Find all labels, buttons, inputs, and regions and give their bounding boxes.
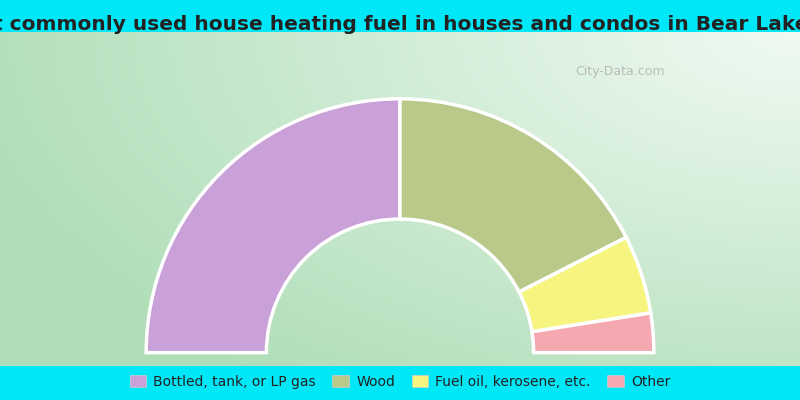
Wedge shape bbox=[532, 313, 654, 353]
Text: City-Data.com: City-Data.com bbox=[575, 65, 665, 78]
Wedge shape bbox=[400, 99, 626, 292]
Text: Most commonly used house heating fuel in houses and condos in Bear Lake, WI: Most commonly used house heating fuel in… bbox=[0, 14, 800, 34]
Wedge shape bbox=[519, 237, 650, 332]
Legend: Bottled, tank, or LP gas, Wood, Fuel oil, kerosene, etc., Other: Bottled, tank, or LP gas, Wood, Fuel oil… bbox=[126, 371, 674, 393]
Wedge shape bbox=[146, 99, 400, 353]
